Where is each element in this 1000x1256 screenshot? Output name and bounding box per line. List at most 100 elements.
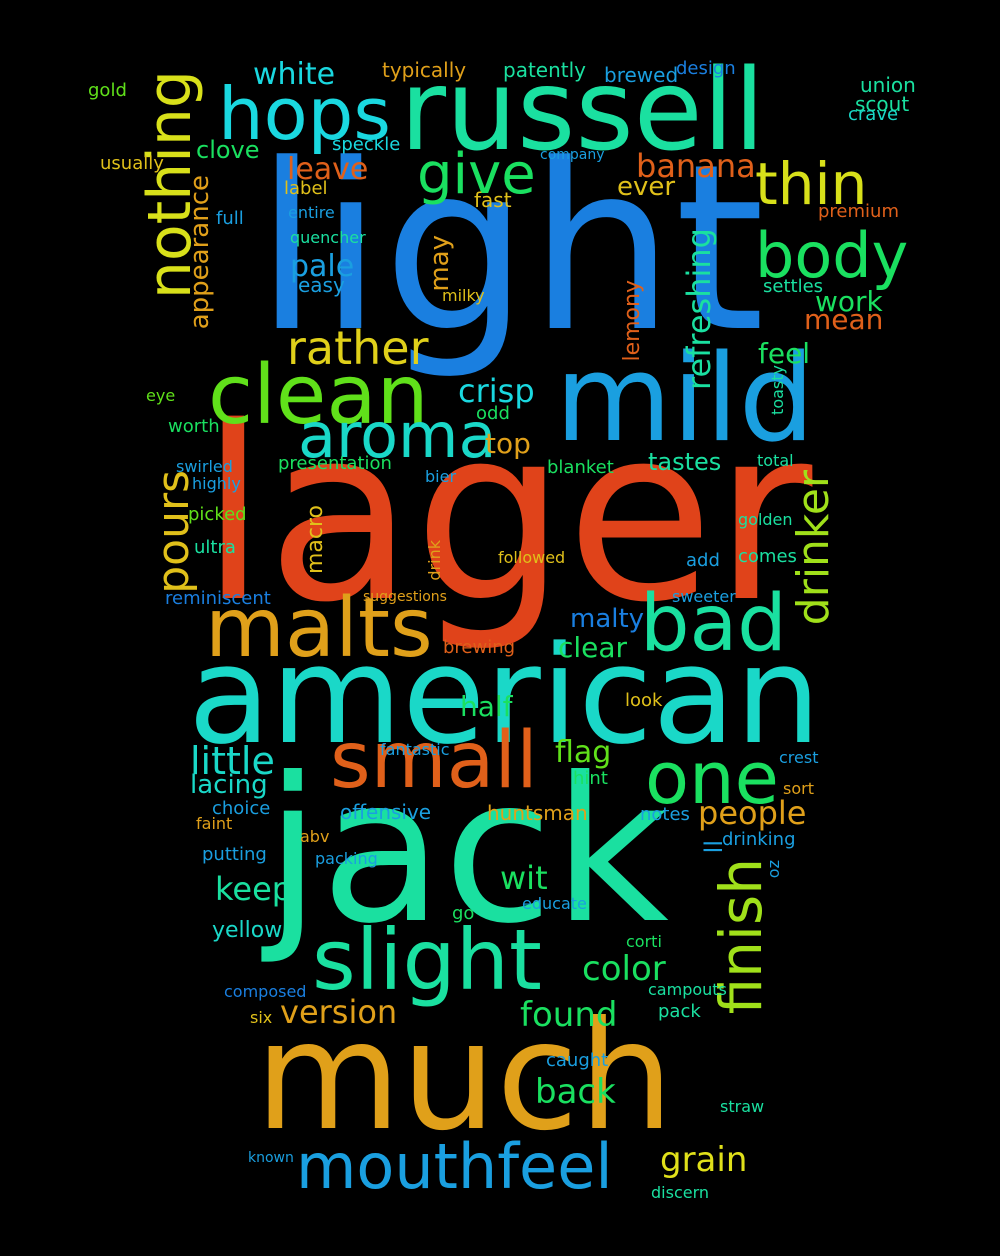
- word-bier: bier: [425, 467, 457, 486]
- word-one: one: [645, 736, 779, 820]
- word-odd: odd: [476, 403, 510, 424]
- word-known: known: [248, 1150, 294, 1166]
- word-mouthfeel: mouthfeel: [296, 1130, 613, 1203]
- word-tastes: tastes: [648, 448, 722, 476]
- word-body: body: [755, 219, 909, 292]
- word-milky: milky: [442, 286, 485, 305]
- word-found: found: [520, 995, 618, 1035]
- word-aroma: aroma: [298, 399, 497, 472]
- word-brewing: brewing: [443, 637, 516, 658]
- word-go: go: [452, 903, 475, 924]
- word-appearance: appearance: [185, 175, 215, 330]
- word-easy: easy: [298, 273, 345, 297]
- word-mean: mean: [804, 303, 884, 336]
- word-quencher: quencher: [290, 228, 366, 247]
- word-american: american: [188, 617, 821, 774]
- word-company: company: [540, 147, 605, 163]
- word-refreshing: refreshing: [680, 228, 718, 390]
- word-pale: pale: [290, 249, 355, 284]
- word-settles: settles: [763, 276, 824, 297]
- word-union: union: [860, 73, 916, 97]
- word-may: may: [425, 235, 455, 292]
- word-drinking: drinking: [722, 829, 796, 850]
- word-presentation: presentation: [278, 453, 392, 474]
- word-lemony: lemony: [620, 280, 645, 362]
- word-keep: keep: [215, 870, 293, 908]
- word-malty: malty: [570, 604, 645, 634]
- word-give: give: [417, 142, 536, 207]
- word-notes: notes: [640, 804, 690, 825]
- word-crave: crave: [848, 104, 899, 125]
- word-work: work: [815, 285, 883, 318]
- word-highly: highly: [192, 474, 241, 493]
- word-suggestions: suggestions: [363, 589, 447, 605]
- word-half: half: [460, 690, 513, 723]
- word-look: look: [625, 690, 663, 711]
- word-ever: ever: [617, 172, 676, 202]
- word-feel: feel: [758, 337, 811, 370]
- word-comes: comes: [738, 546, 797, 567]
- word-russell: russell: [400, 46, 765, 176]
- word-six: six: [250, 1008, 273, 1027]
- word-drink: drink: [425, 540, 444, 581]
- word-sweeter: sweeter: [672, 587, 736, 606]
- word-color: color: [582, 949, 666, 989]
- word-clear: clear: [558, 631, 628, 664]
- word-huntsman: huntsman: [487, 801, 588, 825]
- word-version: version: [280, 993, 398, 1031]
- word-brewed: brewed: [604, 63, 679, 87]
- word-educate: educate: [522, 894, 587, 913]
- word-abv: abv: [300, 827, 330, 846]
- word-golden: golden: [738, 510, 793, 529]
- word-picked: picked: [188, 504, 247, 525]
- word-pours: pours: [148, 470, 199, 594]
- word-full: full: [216, 208, 244, 229]
- word-fast: fast: [474, 188, 512, 212]
- word-grain: grain: [660, 1140, 748, 1180]
- word-yellow: yellow: [212, 918, 283, 943]
- word-toasty: toasty: [768, 365, 787, 415]
- word-rather: rather: [287, 321, 429, 375]
- word-back: back: [535, 1072, 616, 1112]
- word-putting: putting: [202, 844, 267, 865]
- word-faint: faint: [196, 814, 233, 833]
- word-label: label: [284, 178, 328, 199]
- word-ultra: ultra: [194, 537, 236, 558]
- word-hops: hops: [218, 72, 391, 156]
- word-caught: caught: [546, 1050, 609, 1071]
- word-flag: flag: [555, 735, 612, 770]
- word-oz: oz: [764, 860, 783, 879]
- word-crisp: crisp: [458, 372, 535, 410]
- word-speckle: speckle: [332, 134, 401, 155]
- word-much: much: [255, 990, 674, 1164]
- word-gold: gold: [88, 80, 127, 101]
- word-usually: usually: [100, 153, 164, 174]
- word-ll: ll: [700, 840, 728, 854]
- word-eye: eye: [146, 386, 176, 405]
- word-fantastic: fantastic: [380, 740, 450, 759]
- word-discern: discern: [651, 1183, 710, 1202]
- word-thin: thin: [755, 150, 868, 218]
- word-pack: pack: [658, 1001, 701, 1022]
- word-leave: leave: [287, 152, 369, 187]
- word-premium: premium: [818, 201, 899, 222]
- word-choice: choice: [212, 798, 271, 819]
- word-blanket: blanket: [547, 457, 614, 478]
- word-typically: typically: [382, 58, 467, 82]
- word-light: light: [255, 116, 765, 383]
- word-clean: clean: [208, 348, 429, 443]
- word-corti: corti: [626, 932, 662, 951]
- word-scout: scout: [855, 92, 910, 116]
- word-small: small: [330, 716, 538, 806]
- word-slight: slight: [312, 911, 542, 1009]
- word-followed: followed: [498, 548, 566, 567]
- word-little: little: [190, 739, 275, 783]
- word-swirled: swirled: [176, 457, 233, 476]
- word-sort: sort: [783, 779, 814, 798]
- word-lager: lager: [200, 375, 813, 655]
- word-entire: entire: [288, 203, 335, 222]
- word-mild: mild: [555, 330, 815, 469]
- word-banana: banana: [636, 147, 756, 185]
- word-composed: composed: [224, 982, 307, 1001]
